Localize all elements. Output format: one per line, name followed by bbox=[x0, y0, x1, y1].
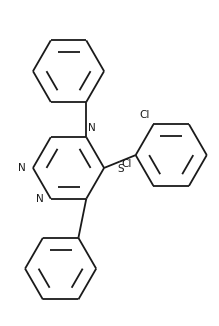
Text: Cl: Cl bbox=[139, 111, 150, 120]
Text: S: S bbox=[118, 165, 124, 174]
Text: Cl: Cl bbox=[121, 159, 132, 169]
Text: N: N bbox=[88, 123, 96, 133]
Text: N: N bbox=[18, 163, 26, 173]
Text: N: N bbox=[36, 194, 44, 204]
